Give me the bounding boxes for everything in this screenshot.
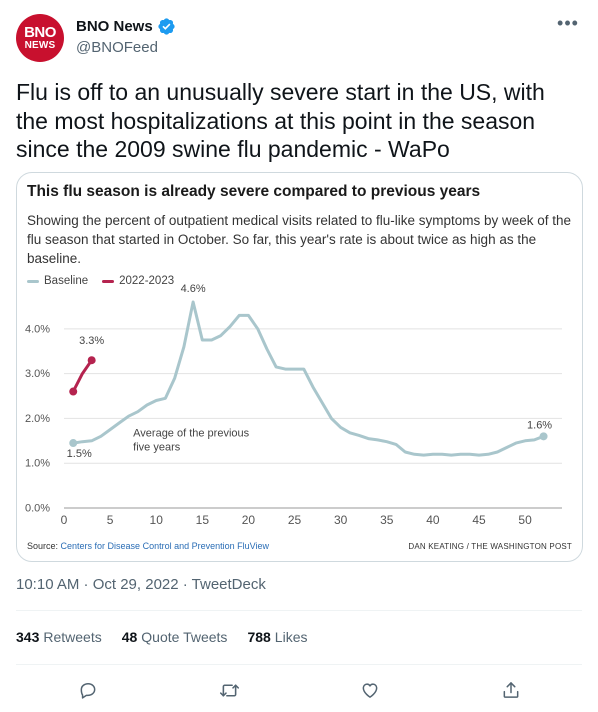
quotes-label: Quote Tweets <box>141 629 228 645</box>
annotation-label: 4.6% <box>181 283 206 295</box>
legend-item-baseline: Baseline <box>27 275 88 287</box>
chart-source: Source: Centers for Disease Control and … <box>27 541 269 551</box>
retweets-label: Retweets <box>43 629 102 645</box>
retweet-icon <box>219 683 239 697</box>
annotation-label: 1.5% <box>67 448 92 460</box>
x-tick-label: 10 <box>150 513 164 527</box>
retweets-count: 343 <box>16 629 40 645</box>
retweet-button[interactable] <box>215 676 243 704</box>
quotes-stat[interactable]: 48 Quote Tweets <box>122 629 228 645</box>
chart-credit: DAN KEATING / THE WASHINGTON POST <box>408 542 572 551</box>
more-icon[interactable]: ••• <box>557 13 579 33</box>
chart-card[interactable]: This flu season is already severe compar… <box>16 172 583 562</box>
y-tick-label: 4.0% <box>25 323 50 335</box>
baseline-start-point <box>69 439 78 448</box>
author-name[interactable]: BNO News <box>76 17 153 35</box>
y-tick-label: 2.0% <box>25 413 50 425</box>
tweet-header: BNO NEWS BNO News @BNOFeed ••• <box>16 14 582 62</box>
chart-legend: Baseline 2022-2023 <box>27 275 182 287</box>
legend-label-current: 2022-2023 <box>119 275 175 287</box>
divider <box>16 664 582 665</box>
annotation-label: five years <box>133 442 181 454</box>
chart-source-prefix: Source: <box>27 541 61 551</box>
annotation-label: 3.3% <box>79 335 104 347</box>
avatar-text-bottom: NEWS <box>24 39 56 51</box>
x-tick-label: 0 <box>61 513 68 527</box>
tweet-timestamp[interactable]: 10:10 AM · Oct 29, 2022 · TweetDeck <box>16 576 266 593</box>
y-tick-label: 0.0% <box>25 503 50 515</box>
chart-title: This flu season is already severe compar… <box>27 183 481 200</box>
current-start-point <box>69 387 78 396</box>
baseline-end-point <box>539 432 548 441</box>
like-icon <box>362 683 378 698</box>
legend-swatch-current <box>102 279 115 283</box>
likes-count: 788 <box>247 629 271 645</box>
retweets-stat[interactable]: 343 Retweets <box>16 629 102 645</box>
x-tick-label: 30 <box>334 513 348 527</box>
author-info: BNO News @BNOFeed <box>76 16 176 56</box>
x-tick-label: 40 <box>426 513 440 527</box>
like-button[interactable] <box>356 676 384 704</box>
x-tick-label: 25 <box>288 513 302 527</box>
action-bar <box>16 676 582 704</box>
engagement-stats: 343 Retweets 48 Quote Tweets 788 Likes <box>16 629 307 645</box>
x-tick-label: 35 <box>380 513 394 527</box>
share-icon <box>503 682 519 698</box>
tweet-text: Flu is off to an unusually severe start … <box>16 79 545 162</box>
x-tick-label: 5 <box>107 513 114 527</box>
chart-source-link[interactable]: Centers for Disease Control and Preventi… <box>60 541 269 551</box>
y-tick-label: 1.0% <box>25 458 50 470</box>
x-tick-label: 20 <box>242 513 256 527</box>
current-end-point <box>87 356 96 365</box>
quotes-count: 48 <box>121 629 138 645</box>
share-button[interactable] <box>497 676 525 704</box>
chart-subtitle: Showing the percent of outpatient medica… <box>27 213 572 266</box>
legend-item-current: 2022-2023 <box>102 275 174 287</box>
author-handle[interactable]: @BNOFeed <box>76 39 158 56</box>
x-tick-label: 50 <box>518 513 532 527</box>
likes-stat[interactable]: 788 Likes <box>247 629 307 645</box>
avatar[interactable]: BNO NEWS <box>16 14 64 62</box>
x-tick-label: 15 <box>196 513 210 527</box>
current-series-line <box>71 358 94 393</box>
divider <box>16 610 582 611</box>
annotation-label: 1.6% <box>527 419 552 431</box>
likes-label: Likes <box>274 629 308 645</box>
y-tick-label: 3.0% <box>25 368 50 380</box>
avatar-text-top: BNO <box>24 23 56 41</box>
baseline-series-line <box>71 300 546 457</box>
author-name-row[interactable]: BNO News <box>76 16 176 36</box>
reply-icon <box>80 683 96 699</box>
verified-badge-icon <box>158 17 175 35</box>
line-chart: 0.0% 1.0% 2.0% 3.0% 4.0% 0 5 10 15 20 25 30 35 40 45 50… <box>25 283 562 527</box>
legend-label-baseline: Baseline <box>44 275 89 287</box>
annotation-label: Average of the previous <box>133 427 249 439</box>
x-tick-label: 45 <box>472 513 486 527</box>
reply-button[interactable] <box>74 676 102 704</box>
legend-swatch-baseline <box>27 279 39 283</box>
